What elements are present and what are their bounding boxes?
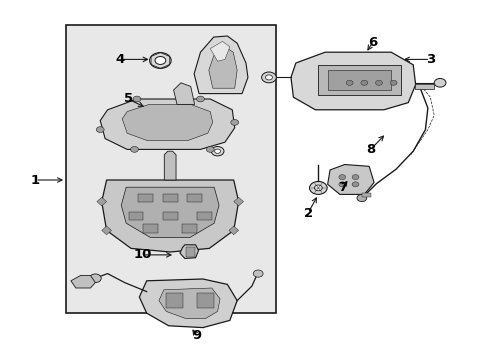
Text: 1: 1	[31, 174, 40, 186]
Text: 2: 2	[303, 207, 312, 220]
Polygon shape	[228, 226, 238, 235]
Text: 10: 10	[133, 248, 152, 261]
Text: 4: 4	[115, 53, 124, 66]
Circle shape	[433, 78, 445, 87]
Circle shape	[375, 80, 382, 85]
Text: 5: 5	[123, 93, 132, 105]
Polygon shape	[139, 279, 237, 328]
Polygon shape	[164, 151, 176, 180]
Bar	[166, 293, 183, 308]
Text: 8: 8	[366, 143, 374, 156]
Polygon shape	[173, 83, 194, 104]
Circle shape	[351, 175, 358, 180]
Polygon shape	[327, 165, 373, 194]
Bar	[361, 193, 370, 197]
Circle shape	[314, 185, 322, 191]
Bar	[197, 212, 211, 220]
Polygon shape	[208, 47, 237, 88]
Polygon shape	[97, 197, 106, 206]
Bar	[186, 247, 195, 257]
Bar	[197, 293, 214, 308]
Circle shape	[389, 80, 396, 85]
Text: 7: 7	[337, 181, 346, 194]
Circle shape	[338, 175, 345, 180]
Polygon shape	[194, 36, 247, 94]
Circle shape	[211, 147, 224, 156]
Circle shape	[346, 80, 352, 85]
Polygon shape	[290, 52, 415, 110]
Bar	[327, 70, 390, 90]
Circle shape	[253, 270, 263, 277]
Circle shape	[230, 120, 238, 125]
Circle shape	[130, 147, 138, 152]
Circle shape	[206, 147, 214, 152]
Circle shape	[96, 127, 104, 132]
Circle shape	[149, 53, 171, 68]
Bar	[143, 224, 158, 233]
Text: 6: 6	[367, 36, 376, 49]
Bar	[163, 212, 177, 220]
Circle shape	[261, 72, 276, 83]
Bar	[66, 25, 276, 313]
Polygon shape	[159, 288, 220, 319]
Text: 3: 3	[425, 53, 434, 66]
Circle shape	[265, 75, 272, 80]
Polygon shape	[180, 245, 198, 258]
Circle shape	[214, 149, 220, 153]
Circle shape	[133, 96, 141, 102]
Bar	[187, 194, 202, 202]
Polygon shape	[102, 226, 111, 235]
Bar	[163, 194, 177, 202]
Circle shape	[351, 182, 358, 187]
Circle shape	[309, 181, 326, 194]
Circle shape	[338, 182, 345, 187]
Bar	[317, 65, 400, 95]
Polygon shape	[122, 104, 212, 140]
Polygon shape	[210, 41, 229, 61]
Circle shape	[196, 96, 204, 102]
Circle shape	[155, 57, 165, 64]
Polygon shape	[102, 180, 238, 252]
Bar	[182, 224, 197, 233]
Polygon shape	[121, 187, 219, 238]
Bar	[414, 84, 433, 89]
Bar	[138, 194, 153, 202]
Circle shape	[356, 194, 366, 202]
Text: 9: 9	[192, 329, 201, 342]
Circle shape	[89, 274, 101, 283]
Bar	[128, 212, 143, 220]
Polygon shape	[233, 197, 243, 206]
Polygon shape	[71, 275, 95, 288]
Circle shape	[360, 80, 367, 85]
Polygon shape	[100, 99, 234, 149]
